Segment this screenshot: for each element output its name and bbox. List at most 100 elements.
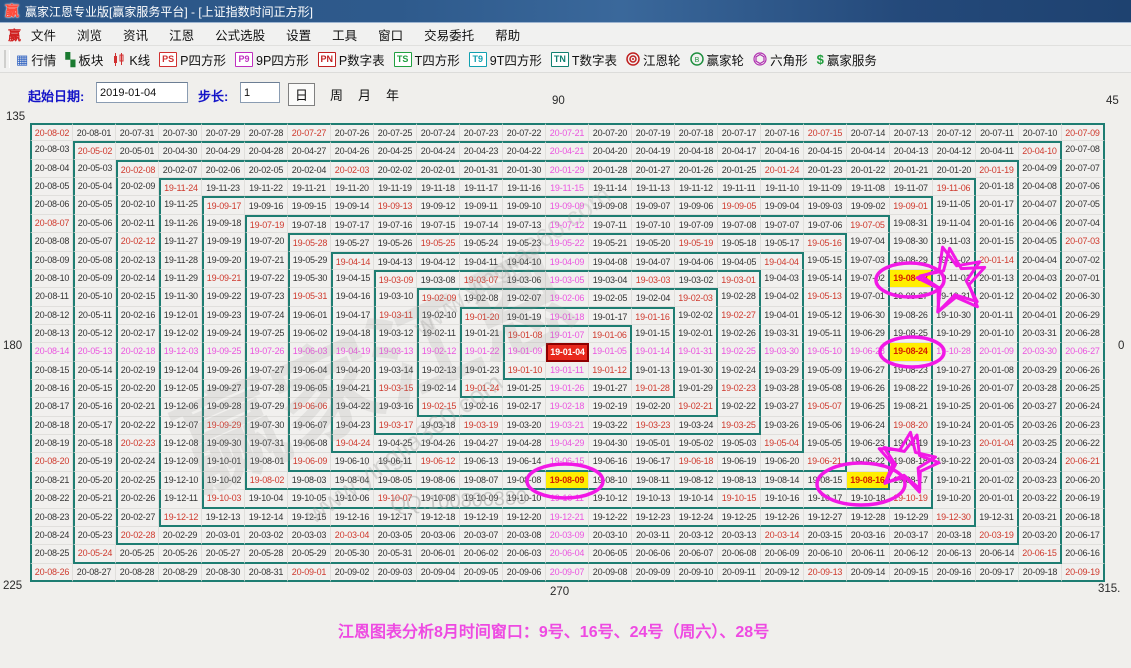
grid-cell: 20-06-23 (1062, 416, 1105, 436)
grid-cell: 19-11-14 (589, 178, 632, 197)
toolbar-item-8[interactable]: T9 9T四方形 (468, 50, 542, 69)
grid-cell: 20-02-11 (116, 214, 159, 234)
menu-item-file[interactable]: 文件 (31, 28, 57, 43)
grid-cell: 20-08-29 (159, 563, 202, 582)
grid-cell: 20-05-12 (73, 324, 116, 344)
toolbar-item-11[interactable]: B 赢家轮 (689, 50, 744, 69)
toolbar-item-5[interactable]: P9 9P四方形 (235, 50, 309, 69)
grid-cell: 20-03-27 (1019, 398, 1062, 417)
menu-item-browse[interactable]: 浏览 (77, 28, 103, 43)
grid-cell: 19-03-18 (417, 416, 460, 436)
grid-cell: 20-02-23 (116, 435, 159, 454)
grid-cell: 19-12-20 (503, 508, 546, 527)
grid-cell: 19-11-21 (288, 178, 331, 197)
toolbar-item-12[interactable]: 六角形 (753, 50, 808, 69)
grid-cell: 20-05-07 (73, 233, 116, 252)
grid-cell: 20-07-25 (374, 123, 417, 142)
step-label: 步长: (198, 89, 229, 104)
grid-cell: 19-12-01 (159, 306, 202, 325)
start-date-input[interactable]: 2019-01-04 (96, 82, 188, 103)
menu-item-window[interactable]: 窗口 (378, 28, 404, 43)
grid-cell: 20-03-09 (546, 526, 589, 546)
grid-cell: 20-07-05 (1062, 196, 1105, 215)
grid-cell: 19-03-04 (589, 269, 632, 289)
grid-cell: 20-07-14 (847, 123, 890, 142)
grid-cell: 19-10-13 (632, 490, 675, 509)
grid-cell: 19-08-01 (245, 453, 288, 472)
menu-item-news[interactable]: 资讯 (123, 28, 149, 43)
grid-cell: 20-03-29 (1019, 361, 1062, 381)
grid-cell: 19-02-11 (417, 324, 460, 344)
grid-cell: 20-07-11 (976, 123, 1019, 142)
grid-cell: 20-05-18 (73, 435, 116, 454)
grid-cell: 20-03-24 (1019, 453, 1062, 472)
grid-cell: 20-01-22 (847, 159, 890, 179)
grid-cell: 19-08-20 (890, 416, 933, 436)
grid-cell: 19-03-16 (374, 398, 417, 417)
grid-cell: 19-04-17 (331, 306, 374, 325)
grid-cell: 19-02-27 (718, 306, 761, 325)
grid-cell: 20-09-17 (976, 563, 1019, 582)
toolbar-item-10[interactable]: 江恩轮 (626, 50, 681, 69)
menu-item-formula-stockpick[interactable]: 公式选股 (215, 28, 266, 43)
toolbar-item-3[interactable]: K线 (112, 50, 150, 69)
grid-cell: 19-07-12 (546, 214, 589, 234)
toolbar-item-1[interactable]: ▦ 行情 (16, 51, 57, 68)
menu-item-trade[interactable]: 交易委托 (424, 28, 475, 43)
grid-cell: 20-01-06 (976, 398, 1019, 417)
period-option-day[interactable]: 日 (288, 83, 316, 106)
grid-cell: 20-01-12 (976, 288, 1019, 307)
grid-cell: 20-06-01 (417, 545, 460, 564)
grid-cell: 19-12-26 (761, 508, 804, 527)
grid-cell: 20-01-27 (632, 159, 675, 179)
grid-cell: 19-03-30 (761, 343, 804, 362)
grid-cell: 20-08-12 (30, 306, 73, 325)
grid-cell: 19-09-26 (202, 361, 245, 381)
axis-label-180: 180 (3, 340, 23, 352)
grid-cell: 20-06-14 (976, 545, 1019, 564)
toolbar-item-6[interactable]: PN P数字表 (317, 50, 385, 69)
grid-cell: 19-12-03 (159, 343, 202, 362)
step-input[interactable]: 1 (240, 82, 280, 103)
grid-cell: 19-02-23 (718, 380, 761, 399)
grid-cell: 20-06-29 (1062, 306, 1105, 325)
grid-cell: 20-04-09 (1019, 159, 1062, 179)
period-option-month[interactable]: 月 (358, 88, 372, 103)
menu-item-tools[interactable]: 工具 (332, 28, 358, 43)
grid-cell: 20-06-18 (1062, 508, 1105, 527)
toolbar-item-2[interactable]: ▚ 板块 (65, 51, 104, 68)
grid-cell: 20-04-26 (331, 141, 374, 160)
grid-cell: 20-02-20 (116, 380, 159, 399)
grid-cell: 19-09-30 (202, 435, 245, 454)
grid-cell: 19-12-24 (675, 508, 718, 527)
menu-item-gann[interactable]: 江恩 (169, 28, 195, 43)
grid-cell: 19-08-21 (890, 398, 933, 417)
grid-cell: 19-10-04 (245, 490, 288, 509)
toolbar-item-13[interactable]: $ 赢家服务 (816, 51, 877, 68)
grid-cell: 19-05-14 (804, 269, 847, 289)
grid-cell: 20-01-30 (503, 159, 546, 179)
grid-cell: 19-01-12 (589, 361, 632, 381)
toolbar-item-9[interactable]: TN T数字表 (550, 50, 617, 69)
toolbar-item-4[interactable]: PS P四方形 (159, 50, 226, 69)
grid-cell: 19-03-26 (761, 416, 804, 436)
grid-cell: 19-04-18 (331, 324, 374, 344)
grid-cell: 19-11-11 (718, 178, 761, 197)
toolbar-item-7[interactable]: TS T四方形 (393, 50, 460, 69)
grid-cell: 20-08-30 (202, 563, 245, 582)
grid-cell: 19-04-11 (460, 251, 503, 270)
menu-item-help[interactable]: 帮助 (495, 28, 521, 43)
grid-cell: 20-08-05 (30, 178, 73, 197)
grid-cell: 20-01-17 (976, 196, 1019, 215)
grid-cell: 20-05-11 (73, 306, 116, 325)
grid-cell: 19-04-25 (374, 435, 417, 454)
grid-cell: 20-03-11 (632, 526, 675, 546)
grid-cell: 19-02-28 (718, 288, 761, 307)
grid-cell: 19-05-13 (804, 288, 847, 307)
period-option-year[interactable]: 年 (386, 88, 400, 103)
grid-cell: 19-11-12 (675, 178, 718, 197)
menu-item-settings[interactable]: 设置 (286, 28, 312, 43)
period-option-week[interactable]: 周 (330, 88, 344, 103)
grid-cell: 19-11-08 (847, 178, 890, 197)
grid-cell: 20-01-19 (976, 159, 1019, 179)
